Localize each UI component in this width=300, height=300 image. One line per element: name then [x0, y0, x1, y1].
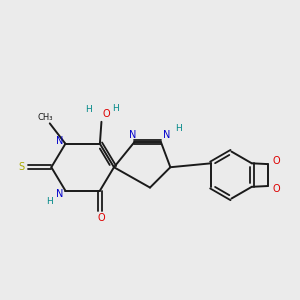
Text: N: N [56, 136, 64, 146]
Text: S: S [19, 162, 25, 172]
Text: H: H [46, 197, 53, 206]
Text: O: O [273, 184, 280, 194]
Text: H: H [175, 124, 181, 133]
Text: N: N [56, 190, 64, 200]
Text: O: O [98, 213, 105, 223]
Text: O: O [102, 109, 110, 119]
Text: O: O [273, 156, 280, 166]
Text: H: H [112, 104, 119, 113]
Text: N: N [163, 130, 170, 140]
Text: CH₃: CH₃ [37, 112, 53, 122]
Text: N: N [129, 130, 136, 140]
Text: H: H [85, 105, 92, 114]
